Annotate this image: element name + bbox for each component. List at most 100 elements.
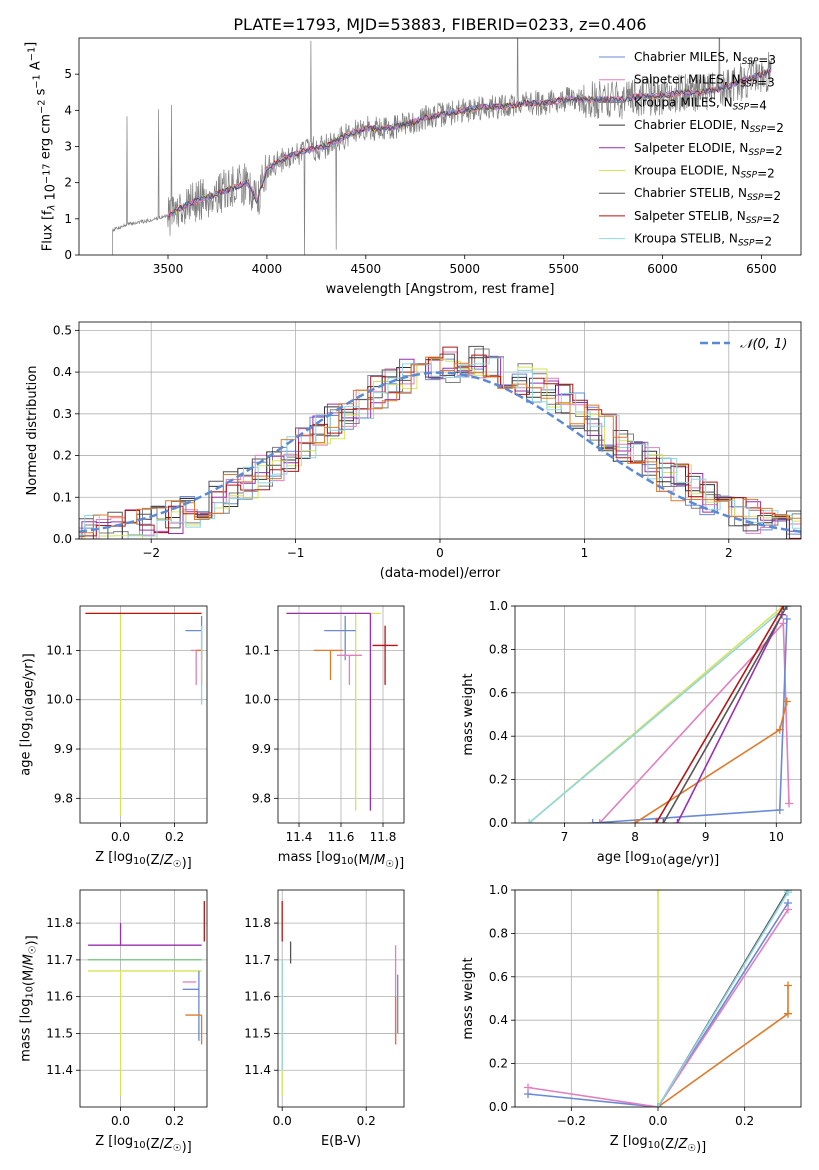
plot-residuals: −2 −1 0 1 2 0.0 0.1 0.2 0.3 0.4 0.5 (data-model)/er… bbox=[25, 321, 802, 581]
data-point bbox=[286, 612, 381, 811]
y-tick-label: 0.6 bbox=[489, 970, 508, 984]
x-tick-label: 5500 bbox=[548, 262, 579, 276]
x-tick-label: 0.2 bbox=[165, 830, 184, 844]
plot-area-mass_vs_Z bbox=[88, 901, 205, 1096]
data-point bbox=[182, 970, 200, 1041]
x-axis-label: age [log10(age/yr)] bbox=[597, 850, 720, 868]
plot-mass_vs_ebv: 0.0 0.2 11.4 11.5 11.6 11.7 11.8 E(B-V) bbox=[244, 889, 405, 1149]
y-tick-label: 0.0 bbox=[489, 816, 508, 830]
plot-area-residuals bbox=[79, 345, 801, 539]
y-tick-label: 10.1 bbox=[46, 643, 73, 657]
axes-frame bbox=[79, 889, 208, 1108]
legend-label: Chabrier STELIB, NSSP=2 bbox=[634, 186, 781, 203]
weight-marker bbox=[784, 799, 793, 808]
x-tick-label: 3500 bbox=[153, 262, 184, 276]
weight-line bbox=[634, 701, 788, 823]
weight-series bbox=[525, 606, 791, 823]
weight-marker bbox=[525, 819, 534, 823]
weight-marker bbox=[673, 819, 682, 823]
plot-weight_vs_age: 7 8 9 10 0.0 0.2 0.4 0.6 0.8 1.0 age [log10(age/yr… bbox=[461, 599, 802, 868]
weight-series bbox=[654, 890, 792, 1107]
x-tick-label: 10 bbox=[769, 830, 784, 844]
weight-marker bbox=[782, 615, 791, 624]
weight-marker bbox=[784, 1009, 792, 1018]
x-axis-label: Z [log10(Z/Z☉)] bbox=[95, 850, 192, 871]
weight-marker bbox=[782, 606, 791, 610]
weight-marker bbox=[775, 725, 784, 734]
x-axis-label: wavelength [Angstrom, rest frame] bbox=[326, 282, 555, 297]
y-tick-label: 11.6 bbox=[244, 990, 271, 1004]
weight-marker bbox=[652, 819, 661, 823]
y-tick-label: 10.0 bbox=[46, 693, 73, 707]
x-tick-label: 0.0 bbox=[111, 1114, 130, 1128]
y-tick-label: 0.8 bbox=[489, 642, 508, 656]
weight-marker bbox=[631, 819, 640, 823]
weight-series bbox=[659, 606, 791, 823]
y-tick-label: 0.2 bbox=[489, 1057, 508, 1071]
y-tick-label: 1.0 bbox=[489, 883, 508, 897]
x-axis-label: Z [log10(Z/Z☉)] bbox=[95, 1134, 192, 1155]
data-point bbox=[85, 612, 202, 816]
plot-spectrum: 3500 4000 4500 5000 5500 6000 6500 0 1 2 3 4 5 wavele… bbox=[23, 37, 802, 297]
data-point bbox=[196, 649, 203, 685]
weight-marker bbox=[784, 890, 792, 897]
y-tick-label: 11.7 bbox=[244, 953, 271, 967]
data-point bbox=[313, 649, 344, 680]
data-point bbox=[88, 970, 202, 1096]
y-tick-label: 0.4 bbox=[489, 1013, 508, 1027]
plot-area-mass_vs_ebv bbox=[281, 901, 399, 1096]
weight-series bbox=[673, 610, 786, 823]
y-axis-label: mass [log10(M/M☉)] bbox=[19, 935, 40, 1061]
y-tick-label: 11.4 bbox=[46, 1063, 73, 1077]
y-tick-label: 0.0 bbox=[53, 532, 72, 546]
x-tick-label: 5000 bbox=[449, 262, 480, 276]
y-tick-label: 11.5 bbox=[244, 1026, 271, 1040]
model-spectrum bbox=[167, 67, 772, 218]
legend-label: Chabrier MILES, NSSP=3 bbox=[634, 50, 776, 67]
histogram-series bbox=[79, 357, 801, 539]
plot-age_vs_Z: 0.0 0.2 9.8 9.9 10.0 10.1 Z [log10(Z/Z☉)] age [… bbox=[19, 605, 208, 871]
y-tick-label: 11.8 bbox=[46, 916, 73, 930]
legend-label: 𝒩(0, 1) bbox=[740, 337, 787, 352]
legend-label: Salpeter STELIB, NSSP=2 bbox=[634, 209, 780, 226]
plot-area-weight_vs_Z bbox=[524, 890, 792, 1107]
plot-area-age_vs_Z bbox=[85, 612, 203, 816]
plot-area-age_vs_mass bbox=[286, 612, 398, 811]
x-axis-label: E(B-V) bbox=[321, 1134, 361, 1149]
plot-weight_vs_Z: −0.2 0.0 0.2 0.0 0.2 0.4 0.6 0.8 1.0 Z [log10(Z/Z… bbox=[461, 883, 802, 1155]
x-tick-label: 0.2 bbox=[357, 1114, 376, 1128]
legend-label: Salpeter MILES, NSSP=3 bbox=[634, 73, 775, 90]
data-point bbox=[190, 649, 202, 685]
y-tick-label: 0.5 bbox=[53, 323, 72, 337]
y-axis-label: mass weight bbox=[461, 673, 476, 755]
weight-marker bbox=[654, 1103, 662, 1107]
x-tick-label: 0.2 bbox=[735, 1114, 754, 1128]
data-spectrum bbox=[112, 38, 772, 255]
weight-line bbox=[527, 902, 789, 1107]
y-tick-label: 1.0 bbox=[489, 599, 508, 613]
weight-line bbox=[528, 606, 788, 823]
x-tick-label: 7 bbox=[561, 830, 569, 844]
weight-marker bbox=[779, 606, 788, 610]
weight-series bbox=[654, 890, 662, 1107]
y-tick-label: 3 bbox=[64, 140, 72, 154]
legend: 𝒩(0, 1) bbox=[700, 337, 787, 352]
legend-label: Kroupa MILES, NSSP=4 bbox=[634, 95, 767, 112]
weight-line bbox=[657, 891, 789, 1107]
axes-frame bbox=[514, 889, 802, 1108]
weight-line bbox=[662, 606, 788, 823]
weight-line bbox=[655, 606, 784, 823]
legend-label: Salpeter ELODIE, NSSP=2 bbox=[634, 141, 783, 158]
weight-marker bbox=[775, 805, 784, 814]
weight-marker bbox=[782, 697, 791, 706]
weight-series bbox=[652, 606, 788, 823]
y-tick-label: 9.8 bbox=[252, 791, 271, 805]
y-tick-label: 0.2 bbox=[53, 449, 72, 463]
x-tick-label: −1 bbox=[287, 546, 305, 560]
data-point bbox=[324, 615, 356, 661]
y-tick-label: 0.6 bbox=[489, 686, 508, 700]
plot-age_vs_mass: 11.4 11.6 11.8 9.8 9.9 10.0 10.1 mass [log10(M/… bbox=[244, 605, 405, 871]
y-tick-label: 0 bbox=[64, 248, 72, 262]
data-point bbox=[372, 625, 398, 685]
